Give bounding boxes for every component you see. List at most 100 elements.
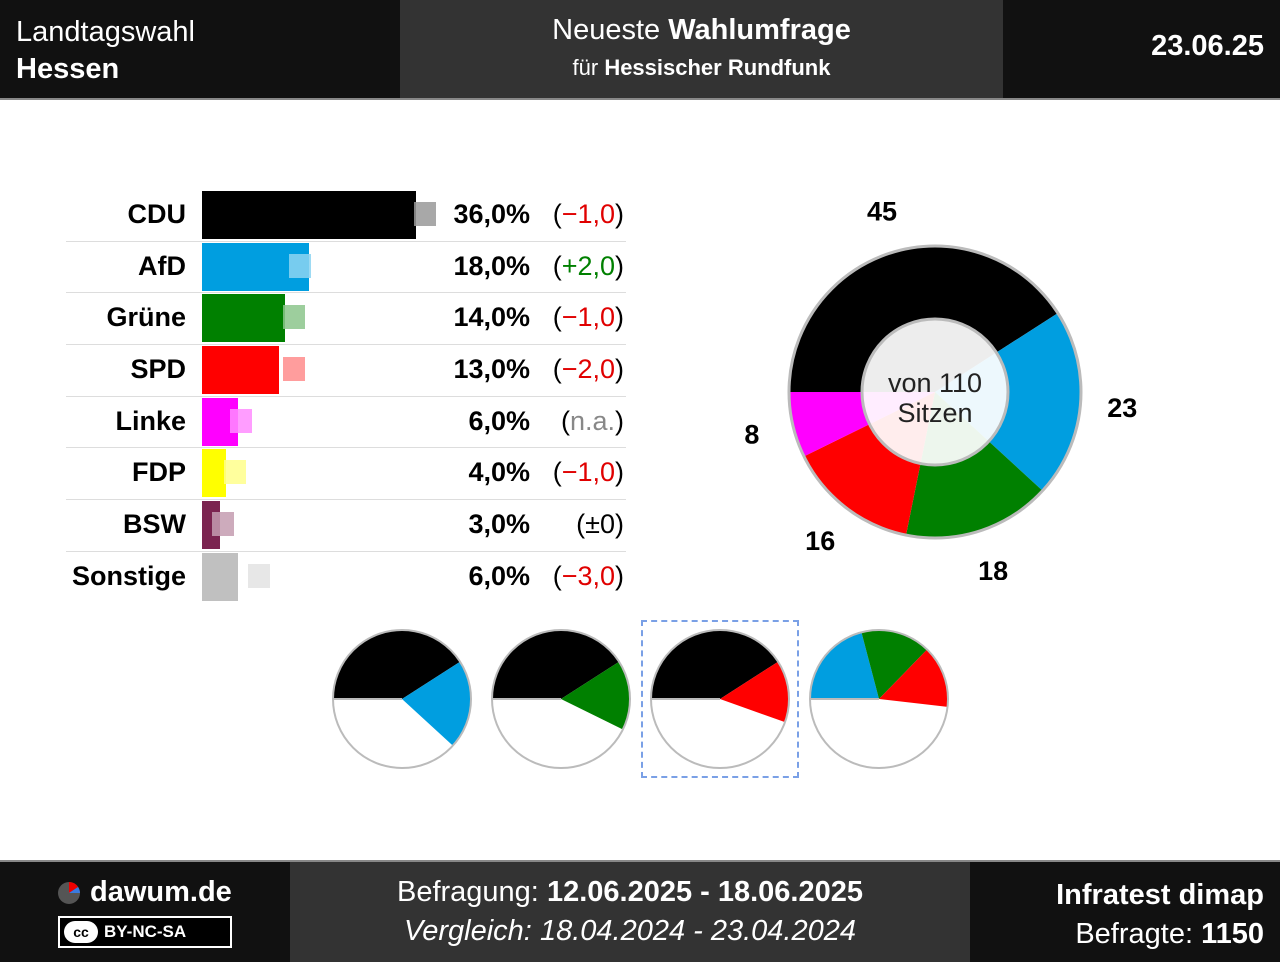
bar-previous-afd: [289, 253, 312, 278]
vote-change: (±0): [576, 509, 624, 540]
election-state: Hessen: [16, 53, 120, 85]
seat-distribution-donut: 45 23 18 16 8 von 110 Sitzen: [744, 197, 1137, 580]
compare-dates: 18.04.2024 - 23.04.2024: [539, 915, 856, 947]
vote-share: 36,0%: [453, 199, 530, 229]
seat-label-afd: 23: [1107, 393, 1137, 423]
poll-date: 23.06.25: [1151, 30, 1264, 62]
respondents-label: Befragte:: [1075, 918, 1194, 950]
cc-icon: cc: [64, 921, 98, 943]
donut-center: [860, 317, 1010, 467]
bar-previous-sonstige: [247, 563, 270, 588]
bar-row-fdp: FDP 4,0% (−1,0): [66, 448, 626, 501]
survey-period: Befragung: 12.06.2025 - 18.06.2025 Vergl…: [290, 862, 970, 962]
bar-previous-bsw: [211, 512, 234, 537]
header: Landtagswahl Hessen Neueste Wahlumfrage …: [0, 0, 1280, 100]
vote-change: (+2,0): [552, 250, 624, 281]
coalition-pie-outline: [332, 629, 472, 769]
election-title: Landtagswahl Hessen: [16, 14, 195, 88]
survey-dates: 12.06.2025 - 18.06.2025: [546, 876, 863, 908]
bar-previous-spd: [283, 357, 306, 382]
bar-spd: [202, 346, 280, 395]
party-name: SPD: [130, 354, 186, 385]
coalition-slice-afd: [810, 632, 879, 699]
bar-sonstige: [202, 552, 238, 601]
vote-share: 6,0%: [468, 405, 530, 436]
client-name: Hessischer Rundfunk: [604, 55, 831, 80]
bar-row-grüne: Grüne 14,0% (−1,0): [66, 293, 626, 346]
bar-cdu: [202, 191, 416, 239]
coalition-afd-grüne-spd[interactable]: [800, 620, 958, 778]
vote-change: (−1,0): [552, 457, 624, 488]
coalition-cdu-grüne[interactable]: [482, 620, 640, 778]
donut-center-line2: Sitzen: [897, 398, 972, 428]
election-type: Landtagswahl: [16, 16, 195, 48]
title-bold: Wahlumfrage: [668, 14, 851, 46]
dawum-logo-icon: [58, 882, 80, 904]
coalition-pie-outline: [491, 629, 631, 769]
coalition-cdu-spd[interactable]: [641, 620, 799, 778]
bar-row-afd: AfD 18,0% (+2,0): [66, 242, 626, 294]
coalition-pie: [491, 629, 631, 769]
site-name: dawum.de: [90, 876, 232, 908]
vote-share: 14,0%: [453, 302, 530, 333]
institute-info: Infratest dimap Befragte: 1150: [1056, 876, 1264, 954]
license-text: BY-NC-SA: [104, 922, 187, 941]
vote-change: (−1,0): [552, 199, 624, 229]
vote-change: (n.a.): [560, 405, 624, 436]
bar-previous-cdu: [413, 202, 436, 226]
party-name: Grüne: [106, 302, 186, 333]
subtitle-prefix: für: [572, 55, 599, 80]
respondents-count: 1150: [1201, 918, 1264, 950]
site-logo[interactable]: dawum.de: [56, 876, 232, 909]
seat-label-cdu: 45: [867, 197, 897, 227]
party-name: Sonstige: [71, 560, 186, 591]
institute-name: Infratest dimap: [1056, 879, 1264, 911]
party-name: CDU: [127, 199, 187, 229]
bar-previous-grüne: [283, 305, 306, 330]
compare-label: Vergleich:: [403, 915, 532, 947]
coalition-slice-cdu: [333, 630, 461, 699]
coalition-pie-outline: [809, 629, 949, 769]
bar-row-sonstige: Sonstige 6,0% (−3,0): [66, 552, 626, 603]
seat-label-grüne: 18: [978, 556, 1008, 580]
party-results-bar-chart: CDU 36,0% (−1,0) AfD 18,0% (+2,0) Grüne 14,0% (−…: [66, 190, 626, 603]
bar-row-spd: SPD 13,0% (−2,0): [66, 345, 626, 397]
vote-change: (−1,0): [552, 302, 624, 333]
vote-share: 3,0%: [468, 509, 530, 540]
coalition-slice-spd: [879, 649, 948, 707]
bar-previous-linke: [229, 408, 252, 433]
vote-share: 18,0%: [453, 250, 530, 281]
vote-change: (−2,0): [552, 354, 624, 385]
vote-share: 4,0%: [468, 457, 530, 488]
party-name: Linke: [115, 405, 186, 436]
poll-title: Neueste Wahlumfrage für Hessischer Rundf…: [400, 0, 1003, 98]
coalition-slice-grüne: [861, 630, 928, 699]
coalition-pie: [332, 629, 472, 769]
seat-label-spd: 16: [805, 526, 835, 556]
party-name: FDP: [132, 457, 186, 488]
party-name: AfD: [138, 250, 186, 281]
coalition-pie: [650, 629, 790, 769]
coalition-pie-outline: [650, 629, 790, 769]
footer-brand: dawum.de cc BY-NC-SA: [0, 862, 290, 962]
coalition-slice-grüne: [561, 661, 630, 730]
bar-grüne: [202, 294, 286, 343]
vote-change: (−3,0): [552, 560, 624, 591]
survey-label: Befragung:: [396, 876, 539, 908]
bar-row-linke: Linke 6,0% (n.a.): [66, 397, 626, 449]
donut-outline: [787, 244, 1083, 540]
footer: dawum.de cc BY-NC-SA Befragung: 12.06.202…: [0, 860, 1280, 962]
license-badge[interactable]: cc BY-NC-SA: [58, 916, 232, 948]
title-prefix: Neueste: [552, 14, 661, 46]
bar-fdp: [202, 449, 226, 498]
vote-share: 6,0%: [468, 560, 530, 591]
coalition-cdu-afd[interactable]: [323, 620, 481, 778]
party-name: BSW: [123, 509, 186, 540]
donut-center-line1: von 110: [888, 368, 982, 398]
bar-previous-fdp: [223, 460, 246, 485]
bar-row-bsw: BSW 3,0% (±0): [66, 500, 626, 552]
seat-label-linke: 8: [744, 420, 759, 450]
coalition-slice-spd: [720, 661, 789, 723]
vote-share: 13,0%: [453, 354, 530, 385]
coalition-pie: [809, 629, 949, 769]
